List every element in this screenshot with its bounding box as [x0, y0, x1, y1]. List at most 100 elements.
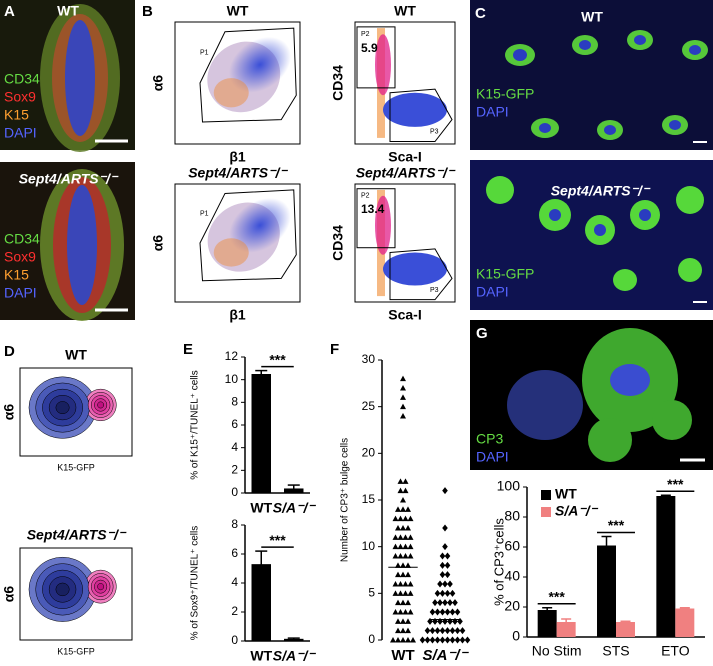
y-tick-label: 100	[497, 478, 521, 494]
data-point	[454, 608, 461, 616]
axis-label: Sca-I	[388, 149, 421, 165]
data-point	[395, 599, 401, 606]
axis-label: K15-GFP	[57, 462, 95, 472]
panel-label: A	[4, 3, 15, 20]
data-point	[407, 515, 414, 522]
contour	[55, 401, 70, 415]
data-point	[397, 581, 404, 587]
data-point	[397, 543, 404, 550]
y-tick-label: 0	[231, 485, 238, 499]
data-point	[400, 375, 406, 382]
data-point	[397, 590, 404, 596]
panel-title: Sept4/ARTS⁻/⁻	[551, 183, 651, 199]
data-point	[405, 637, 411, 643]
data-point	[449, 589, 456, 597]
panel-label: C	[475, 5, 486, 22]
axis-label: CD34	[330, 65, 346, 101]
data-point	[402, 553, 409, 559]
y-tick-label: 80	[504, 508, 520, 524]
data-point	[407, 553, 414, 559]
y-tick-label: 2	[231, 604, 238, 618]
data-point	[434, 636, 441, 644]
axis-label: α6	[150, 235, 166, 252]
gate-percent: 5.9	[361, 41, 378, 55]
legend-swatch	[541, 507, 551, 517]
panel-label: B	[142, 3, 153, 20]
data-point	[432, 617, 438, 625]
data-point	[459, 627, 466, 635]
data-point	[402, 590, 409, 596]
y-tick-label: 6	[231, 417, 238, 431]
bar	[251, 374, 271, 493]
gate	[199, 189, 297, 282]
axis-label: β1	[229, 307, 246, 323]
x-tick-label: No Stim	[532, 643, 582, 659]
data-point	[437, 599, 443, 607]
y-tick-label: 10	[362, 539, 376, 553]
axis-label: % of Sox9⁺/TUNEL⁺ cells	[190, 526, 201, 640]
data-point	[424, 636, 431, 644]
data-point	[400, 497, 406, 503]
stain-label: DAPI	[476, 284, 509, 300]
data-point	[439, 589, 446, 597]
data-point	[444, 571, 451, 579]
data-point	[405, 627, 411, 634]
data-point	[405, 562, 411, 568]
data-point	[444, 608, 451, 616]
panel-title: WT	[581, 9, 603, 25]
data-point	[400, 599, 406, 606]
data-point	[439, 561, 446, 569]
event-cloud	[229, 36, 291, 93]
gate-percent: 13.4	[361, 202, 385, 216]
panel-title: Sept4/ARTS⁻/⁻	[19, 171, 119, 187]
legend-label: WT	[555, 486, 577, 502]
data-point	[400, 627, 406, 634]
gate	[389, 248, 453, 301]
data-point	[434, 589, 441, 597]
data-point	[444, 561, 451, 569]
event-cloud	[375, 34, 391, 96]
data-point	[437, 580, 443, 588]
data-point	[395, 506, 401, 512]
data-point	[402, 515, 409, 522]
data-point	[402, 478, 409, 484]
y-tick-label: 15	[362, 492, 376, 506]
data-point	[395, 618, 401, 624]
gate-label: P1	[200, 210, 209, 217]
x-tick-label: S/A⁻/⁻	[273, 648, 317, 664]
panel-label: D	[4, 343, 15, 360]
significance: ***	[608, 517, 625, 533]
data-point	[400, 506, 406, 512]
data-point	[407, 543, 414, 550]
gate	[199, 27, 297, 123]
event-cloud	[213, 238, 249, 267]
x-tick-label: WT	[250, 648, 272, 664]
stain-label: K15-GFP	[476, 266, 534, 282]
data-point	[447, 580, 453, 588]
data-point	[402, 581, 409, 587]
data-point	[405, 618, 411, 624]
data-point	[432, 599, 438, 607]
panel-label: F	[330, 341, 339, 358]
data-point	[395, 627, 401, 634]
data-point	[434, 608, 441, 616]
y-tick-label: 4	[231, 575, 238, 589]
data-point	[402, 543, 409, 550]
data-point	[437, 617, 443, 625]
data-point	[410, 637, 416, 643]
data-point	[392, 581, 399, 587]
micrograph	[0, 162, 135, 321]
data-point	[392, 534, 399, 540]
data-point	[402, 609, 409, 615]
data-point	[444, 627, 451, 635]
data-point	[442, 524, 448, 532]
stain-label: DAPI	[4, 285, 37, 301]
plot-title: Sept4/ARTS⁻/⁻	[27, 527, 127, 543]
data-point	[400, 394, 406, 400]
y-tick-label: 10	[225, 372, 239, 386]
data-point	[442, 543, 448, 551]
data-point	[452, 617, 458, 625]
x-tick-label: WT	[250, 500, 272, 516]
gate-label: P2	[361, 31, 370, 38]
y-tick-label: 8	[231, 517, 238, 531]
